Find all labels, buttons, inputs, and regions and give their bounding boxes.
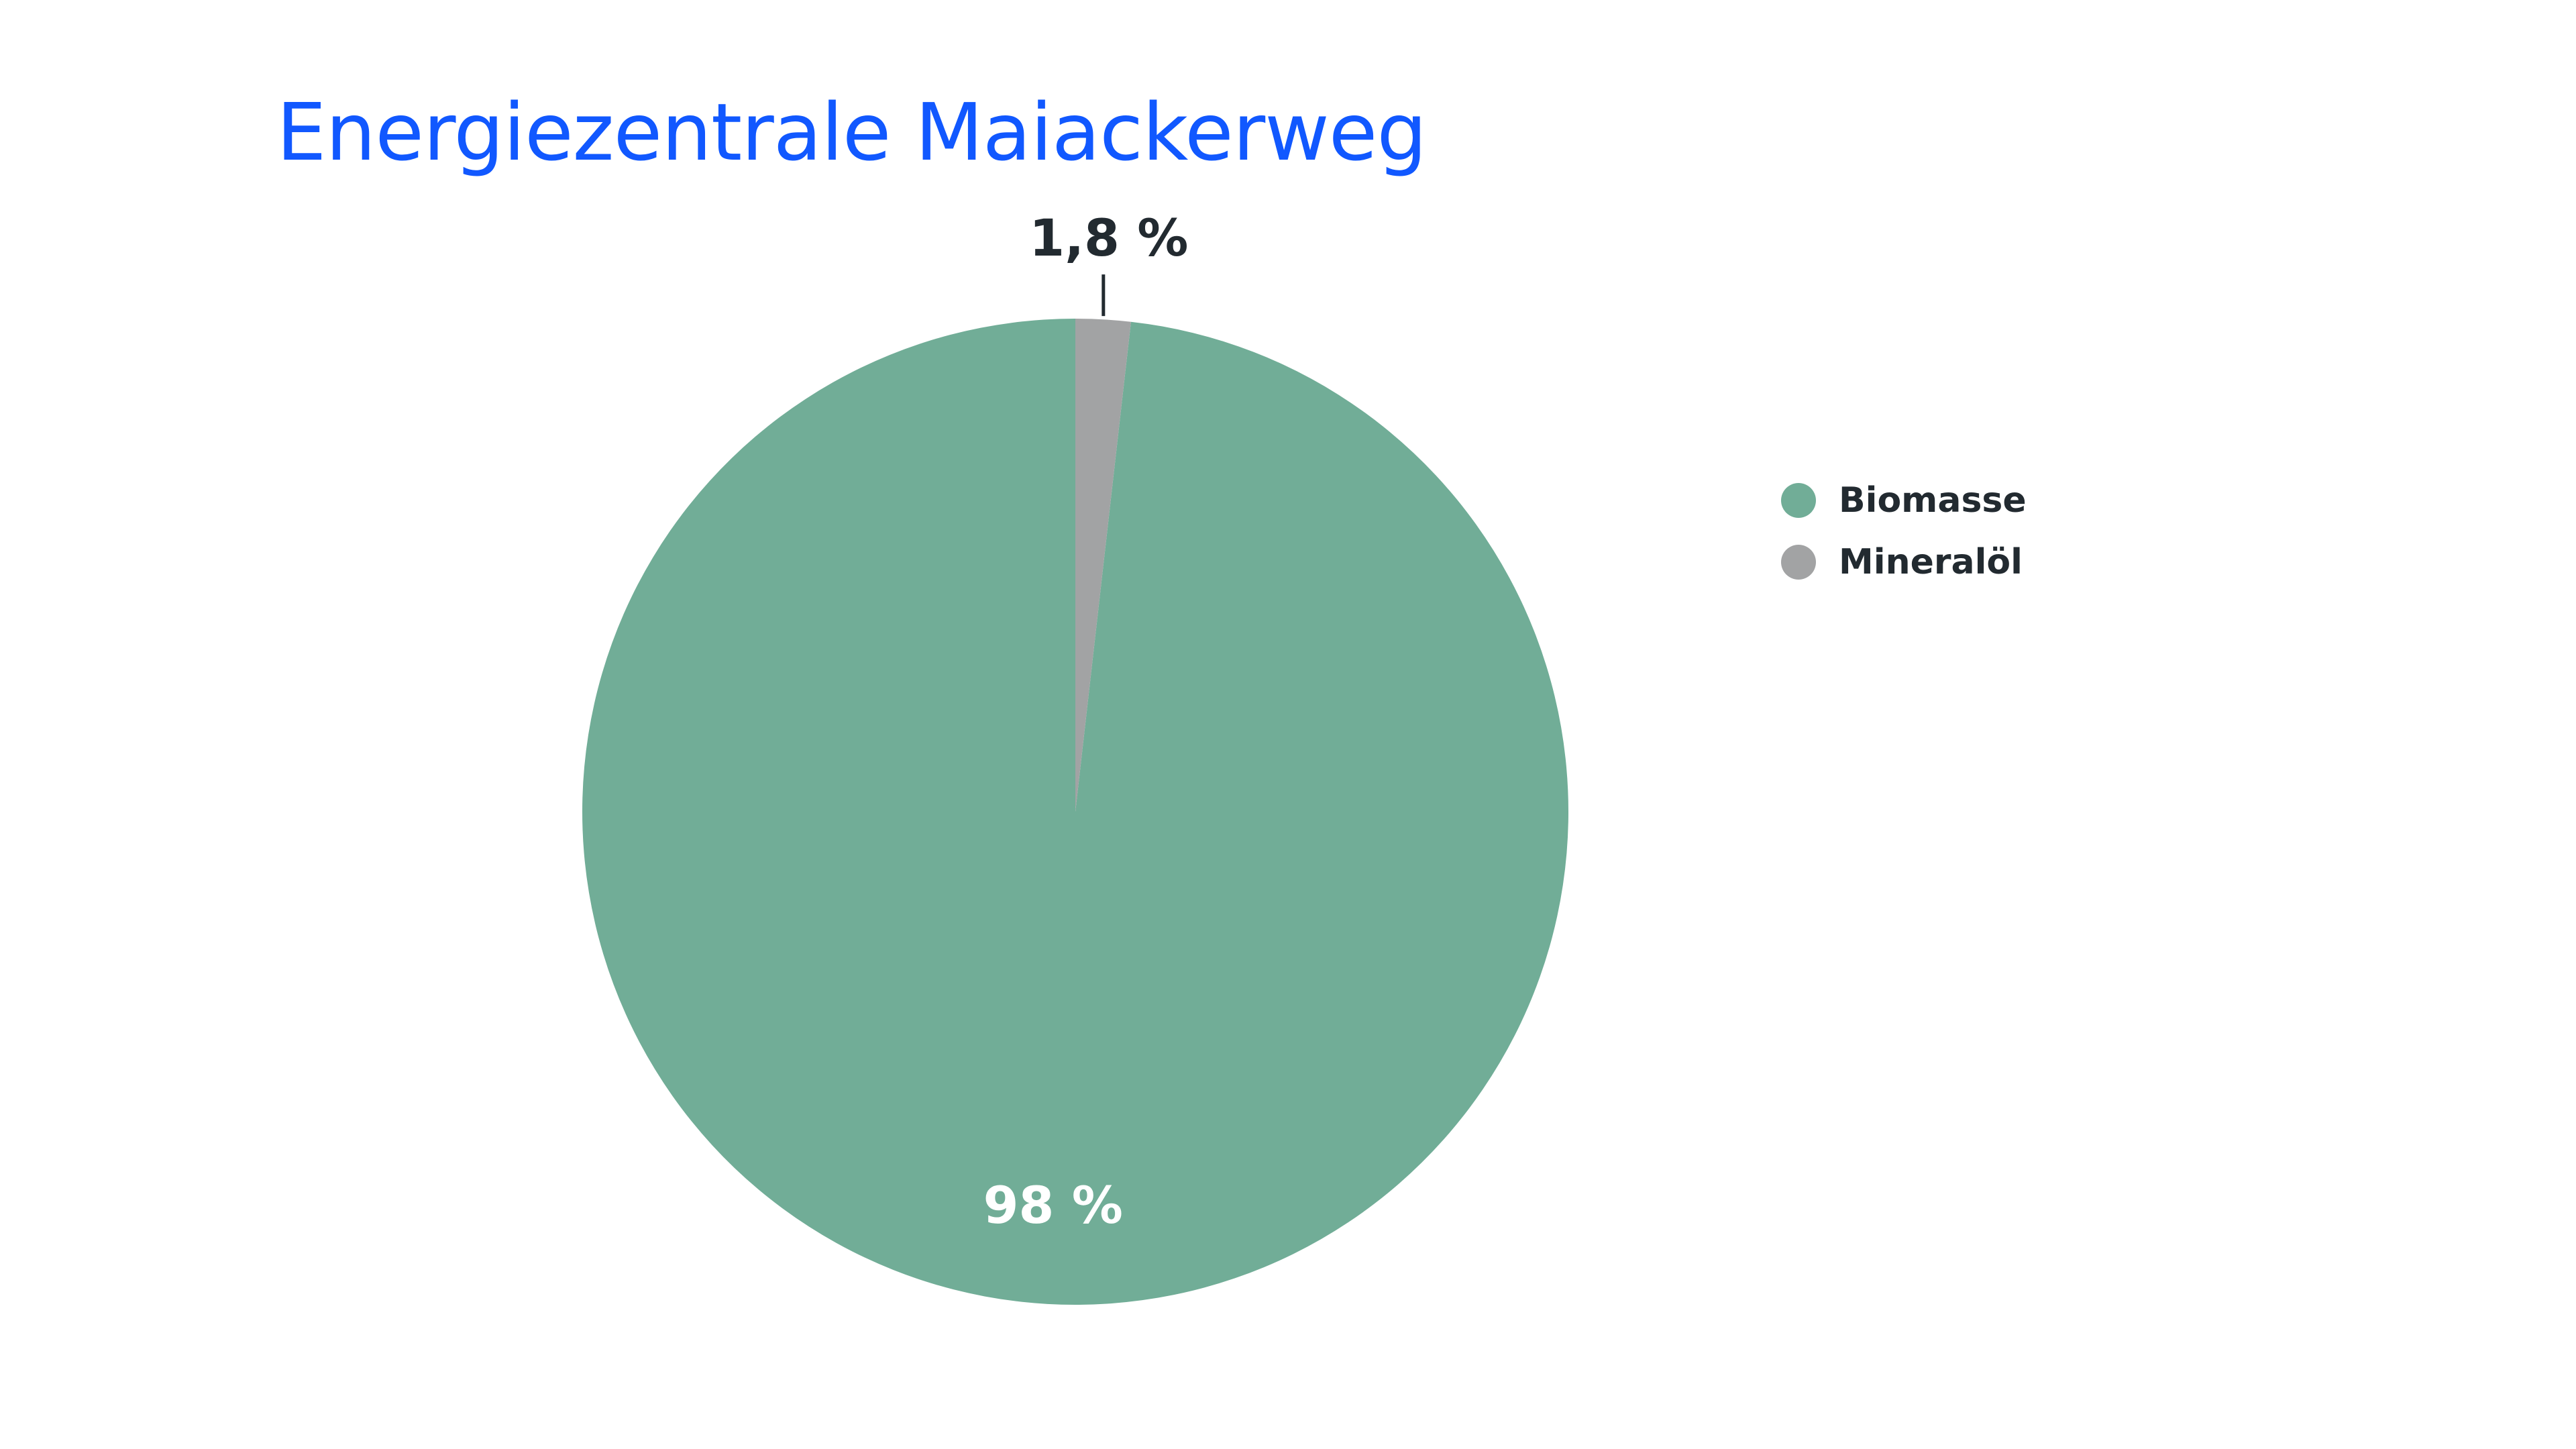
data-label-biomasse: 98 % [983,1175,1123,1235]
pie-slice-mineraloel [1075,319,1131,812]
legend-label-biomasse: Biomasse [1839,480,2027,521]
legend-item-biomasse: Biomasse [1781,470,2027,531]
legend: Biomasse Mineralöl [1781,470,2027,593]
legend-swatch-biomasse [1781,483,1816,518]
chart-title: Energiezentrale Maiackerweg [276,86,1427,178]
legend-swatch-mineraloel [1781,545,1816,580]
legend-label-mineraloel: Mineralöl [1839,542,2023,582]
legend-item-mineraloel: Mineralöl [1781,531,2027,593]
data-label-mineraloel: 1,8 % [1029,208,1188,268]
